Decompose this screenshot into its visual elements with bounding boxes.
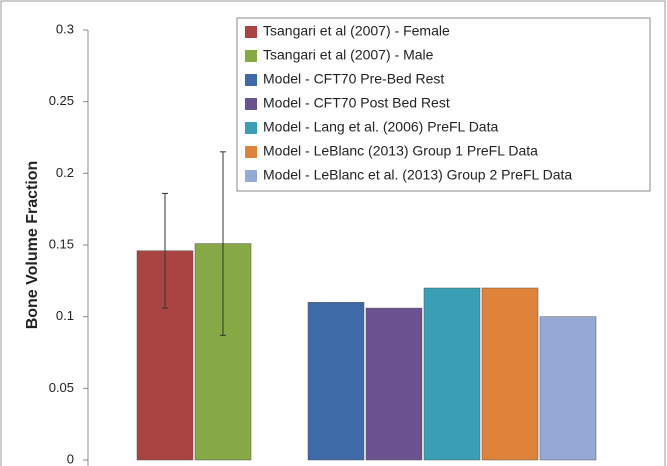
legend-swatch [245,122,257,134]
legend-label: Model - CFT70 Pre-Bed Rest [263,71,444,87]
y-tick-label: 0.2 [56,165,74,180]
legend-swatch [245,26,257,38]
bar [539,316,597,461]
legend-swatch [245,50,257,62]
y-tick-label: 0 [67,451,74,466]
y-tick-label: 0.3 [56,21,74,36]
y-tick-label: 0.05 [49,380,74,395]
bar [307,302,365,461]
bar [423,287,481,461]
y-tick-label: 0.1 [56,308,74,323]
legend-label: Tsangari et al (2007) - Female [263,23,450,39]
bar [481,287,539,461]
bar [365,307,423,461]
legend-swatch [245,170,257,182]
error-bar [162,192,168,309]
legend-swatch [245,74,257,86]
y-axis-label: Bone Volume Fraction [24,161,41,330]
legend-label: Model - LeBlanc et al. (2013) Group 2 Pr… [263,167,572,183]
legend-box [236,17,651,192]
legend-label: Model - Lang et al. (2006) PreFL Data [263,119,498,135]
y-tick-label: 0.15 [49,236,74,251]
y-tick-label: 0.25 [49,93,74,108]
legend-label: Tsangari et al (2007) - Male [263,47,434,63]
legend-swatch [245,98,257,110]
error-bar [220,151,226,336]
legend-swatch [245,146,257,158]
legend-label: Model - LeBlanc (2013) Group 1 PreFL Dat… [263,143,538,159]
legend-label: Model - CFT70 Post Bed Rest [263,95,450,111]
